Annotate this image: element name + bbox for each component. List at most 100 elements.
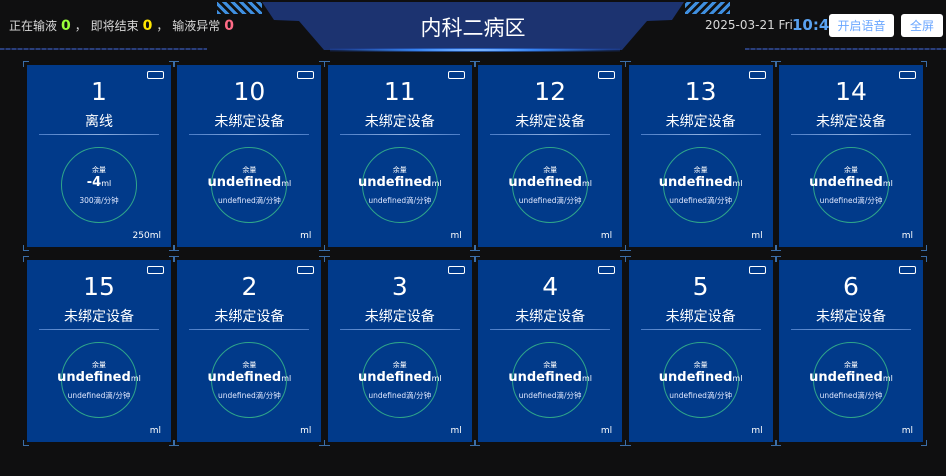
battery-icon — [147, 266, 164, 274]
corner-bracket — [173, 245, 180, 251]
infusion-stats: 正在输液 0， 即将结束 0， 输液异常 0 — [9, 17, 238, 34]
remaining-value: undefined — [207, 370, 282, 385]
bed-card[interactable]: 2 未绑定设备 余量 undefinedml undefined滴/分钟 ml — [173, 256, 326, 446]
level-ring — [361, 342, 438, 418]
rate-value: 300 — [79, 196, 94, 205]
corner-bracket — [323, 440, 330, 446]
rate-value: undefined — [218, 391, 256, 400]
divider — [189, 329, 310, 330]
corner-bracket — [323, 245, 330, 251]
remaining-amount: undefinedml — [779, 370, 923, 385]
bed-card[interactable]: 11 未绑定设备 余量 undefinedml undefined滴/分钟 ml — [323, 61, 476, 251]
unit: ml — [281, 374, 292, 383]
voice-button[interactable]: 开启语音 — [829, 14, 894, 37]
header-divider — [0, 48, 207, 50]
remaining-label: 余量 — [92, 361, 106, 369]
corner-bracket — [921, 245, 927, 251]
bed-number: 14 — [835, 77, 867, 106]
stat-ending-value: 0 — [142, 18, 153, 34]
corner-bracket — [323, 61, 330, 67]
corner-bracket — [474, 256, 481, 262]
rate-value: undefined — [669, 391, 707, 400]
bed-number: 1 — [91, 77, 107, 106]
bed-card[interactable]: 4 未绑定设备 余量 undefinedml undefined滴/分钟 ml — [474, 256, 627, 446]
remaining-value: undefined — [809, 175, 883, 190]
bed-number: 4 — [542, 272, 559, 301]
battery-icon — [598, 71, 616, 79]
bed-number: 15 — [83, 272, 115, 301]
level-ring — [61, 342, 137, 418]
corner-bracket — [624, 61, 631, 67]
battery-icon — [748, 71, 766, 79]
corner-bracket — [23, 61, 29, 67]
corner-bracket — [624, 245, 631, 251]
remaining-label: 余量 — [392, 361, 407, 369]
bed-card[interactable]: 6 未绑定设备 余量 undefinedml undefined滴/分钟 ml — [775, 256, 927, 446]
bed-card[interactable]: 13 未绑定设备 余量 undefinedml undefined滴/分钟 ml — [624, 61, 777, 251]
time: 10:45 — [792, 16, 840, 34]
stat-running-label: 正在输液 — [9, 19, 58, 33]
battery-icon — [748, 266, 766, 274]
remaining-value: undefined — [207, 175, 282, 190]
capacity: ml — [450, 231, 462, 241]
device-status: 未绑定设备 — [214, 309, 285, 325]
capacity: ml — [600, 426, 613, 436]
remaining-label: 余量 — [543, 361, 558, 369]
device-status: 未绑定设备 — [364, 309, 435, 325]
separator: ， — [74, 19, 87, 33]
bed-card[interactable]: 5 未绑定设备 余量 undefinedml undefined滴/分钟 ml — [624, 256, 777, 446]
bed-card[interactable]: 10 未绑定设备 余量 undefinedml undefined滴/分钟 ml — [173, 61, 326, 251]
battery-icon — [447, 71, 465, 79]
remaining-amount: undefinedml — [629, 370, 773, 385]
corner-bracket — [770, 61, 777, 67]
rate-unit: 滴/分钟 — [255, 391, 281, 400]
device-status: 未绑定设备 — [515, 309, 586, 325]
capacity: ml — [600, 231, 613, 241]
level-ring — [813, 342, 889, 418]
bed-card[interactable]: 12 未绑定设备 余量 undefinedml undefined滴/分钟 ml — [474, 61, 627, 251]
bed-card[interactable]: 15 未绑定设备 余量 undefinedml undefined滴/分钟 ml — [23, 256, 175, 446]
drip-rate: undefined滴/分钟 — [177, 390, 321, 401]
corner-bracket — [469, 61, 476, 67]
stat-ending-label: 即将结束 — [90, 19, 139, 33]
separator: ， — [156, 19, 169, 33]
level-ring — [813, 147, 889, 223]
remaining-value: -4 — [86, 175, 102, 190]
remaining-amount: undefinedml — [478, 370, 622, 385]
bed-number: 10 — [233, 77, 266, 106]
stat-abnormal-label: 输液异常 — [172, 19, 221, 33]
remaining-amount: undefinedml — [177, 370, 321, 385]
capacity: ml — [751, 426, 763, 436]
drip-rate: undefined滴/分钟 — [328, 390, 472, 401]
capacity: 250ml — [132, 231, 161, 241]
remaining-value: undefined — [508, 175, 582, 190]
remaining-value: undefined — [508, 370, 582, 385]
device-status: 未绑定设备 — [515, 114, 586, 130]
remaining-label: 余量 — [693, 361, 708, 369]
rate-unit: 滴/分钟 — [706, 391, 732, 400]
rate-value: undefined — [368, 391, 407, 400]
level-ring — [512, 147, 589, 223]
bed-card[interactable]: 1 离线 余量 -4ml 300滴/分钟 250ml — [23, 61, 175, 251]
capacity: ml — [450, 426, 462, 436]
drip-rate: undefined滴/分钟 — [629, 195, 773, 206]
corner-bracket — [474, 61, 481, 67]
corner-bracket — [620, 245, 627, 251]
rate-unit: 滴/分钟 — [406, 391, 432, 400]
bed-number: 11 — [383, 77, 416, 106]
device-status: 未绑定设备 — [665, 309, 736, 325]
unit: ml — [431, 179, 442, 188]
remaining-label: 余量 — [92, 166, 106, 174]
bed-card[interactable]: 3 未绑定设备 余量 undefinedml undefined滴/分钟 ml — [323, 256, 476, 446]
fullscreen-button[interactable]: 全屏 — [901, 14, 943, 37]
bed-number: 3 — [391, 272, 408, 301]
corner-bracket — [620, 61, 627, 67]
bed-card[interactable]: 14 未绑定设备 余量 undefinedml undefined滴/分钟 ml — [775, 61, 927, 251]
remaining-amount: undefinedml — [177, 175, 321, 190]
rate-unit: 滴/分钟 — [406, 196, 432, 205]
remaining-label: 余量 — [242, 166, 257, 174]
remaining-label: 余量 — [844, 166, 858, 174]
corner-bracket — [469, 245, 476, 251]
unit: ml — [882, 179, 893, 188]
bed-number: 6 — [843, 272, 859, 301]
